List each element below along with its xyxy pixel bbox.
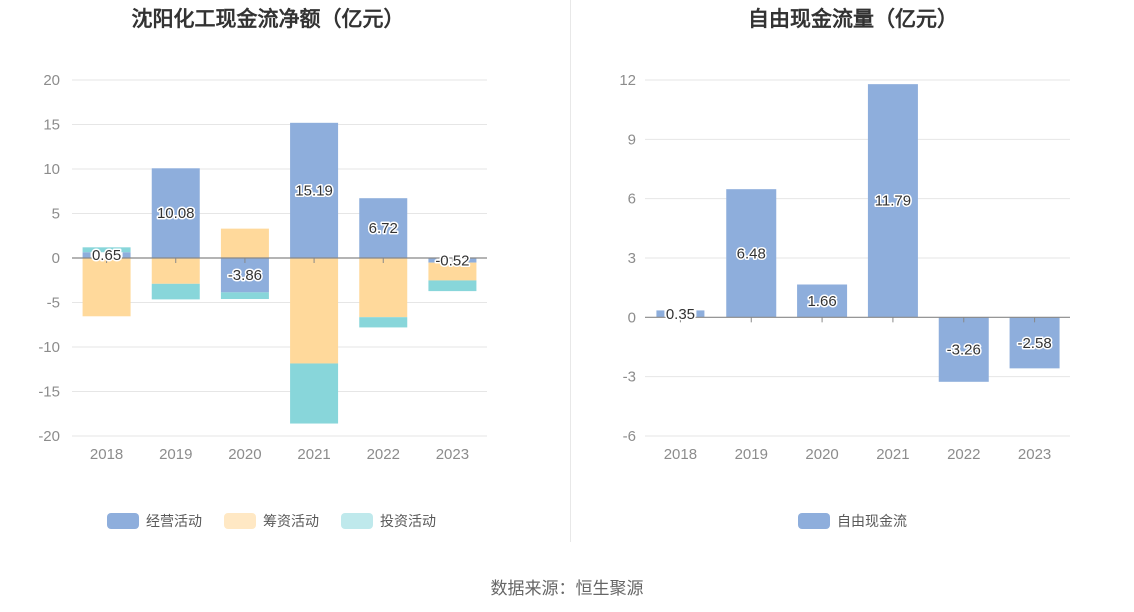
panel-divider [570, 0, 571, 542]
bar-筹资活动 [428, 262, 477, 281]
x-tick-label: 2021 [876, 446, 909, 463]
y-tick-label: 9 [628, 131, 636, 148]
x-tick-label: 2018 [90, 446, 123, 463]
legend-swatch [341, 513, 373, 529]
x-tick-label: 2021 [297, 446, 330, 463]
legend-label: 经营活动 [146, 513, 202, 529]
data-label: 6.72 [369, 220, 398, 237]
data-label: 0.65 [92, 247, 121, 264]
bar-投资活动 [82, 247, 131, 253]
bar-自由现金流 [797, 284, 848, 318]
data-label: 15.19 [295, 182, 333, 199]
free-cash-flow-chart: 自由现金流量（亿元） 12 9 6 3 0 -3 -6 2018 2019 2020 2021 2022… [619, 7, 1070, 529]
bar-筹资活动 [290, 258, 339, 364]
y-tick-label: 12 [619, 72, 636, 89]
y-tick-label: -6 [623, 428, 636, 445]
legend-label: 自由现金流 [837, 513, 907, 529]
bar-经营活动 [428, 258, 437, 263]
data-label: 6.48 [737, 245, 766, 262]
y-tick-label: 10 [43, 161, 60, 178]
y-tick-label: 0 [628, 309, 636, 326]
bar-经营活动 [122, 252, 131, 258]
y-tick-label: -15 [38, 384, 60, 401]
bar-自由现金流 [1009, 317, 1060, 369]
data-label: 0.35 [666, 306, 695, 323]
y-tick-label: 6 [628, 191, 636, 208]
x-tick-label: 2019 [735, 446, 768, 463]
bar-经营活动 [359, 198, 408, 258]
data-label: -0.52 [435, 252, 469, 269]
cash-flow-net-chart: 沈阳化工现金流净额（亿元） 20 15 10 5 0 -5 -10 -15 -20 2018 2019… [38, 7, 487, 529]
legend-label: 投资活动 [380, 513, 436, 529]
bar-筹资活动 [359, 258, 408, 318]
x-tick-label: 2020 [228, 446, 261, 463]
bar-投资活动 [359, 317, 408, 328]
bar-投资活动 [290, 363, 339, 424]
y-tick-label: 20 [43, 72, 60, 89]
chart-title: 沈阳化工现金流净额（亿元） [132, 7, 405, 31]
bar-经营活动 [468, 258, 477, 263]
data-label: -2.58 [1017, 335, 1051, 352]
y-tick-label: -10 [38, 339, 60, 356]
data-label: 1.66 [807, 293, 836, 310]
data-label: -3.86 [228, 267, 262, 284]
legend-label: 筹资活动 [263, 513, 319, 529]
legend-swatch [107, 513, 139, 529]
bar-自由现金流 [726, 189, 777, 318]
bar-筹资活动 [220, 228, 269, 258]
legend-swatch [798, 513, 830, 529]
data-source-note: 数据来源：恒生聚源 [490, 579, 644, 598]
data-label: 11.79 [875, 193, 911, 210]
x-tick-label: 2023 [1018, 446, 1051, 463]
legend-swatch [224, 513, 256, 529]
bar-经营活动 [151, 168, 200, 258]
bar-投资活动 [151, 283, 200, 300]
x-tick-label: 2022 [947, 446, 980, 463]
y-tick-label: -3 [623, 369, 636, 386]
x-tick-label: 2019 [159, 446, 192, 463]
x-tick-label: 2023 [436, 446, 469, 463]
y-tick-label: 5 [52, 206, 60, 223]
bar-自由现金流 [696, 310, 705, 318]
chart-title: 自由现金流量（亿元） [748, 7, 958, 31]
y-tick-label: 15 [43, 117, 60, 134]
x-tick-label: 2022 [367, 446, 400, 463]
bar-筹资活动 [82, 258, 131, 317]
bar-自由现金流 [656, 310, 665, 318]
x-tick-label: 2018 [664, 446, 697, 463]
bar-投资活动 [428, 280, 477, 292]
data-label: 10.08 [157, 205, 195, 222]
y-tick-label: -20 [38, 428, 60, 445]
y-tick-label: -5 [47, 295, 60, 312]
y-tick-label: 3 [628, 250, 636, 267]
bar-经营活动 [220, 258, 269, 293]
y-tick-label: 0 [52, 250, 60, 267]
x-tick-label: 2020 [805, 446, 838, 463]
bar-投资活动 [220, 292, 269, 300]
bar-经营活动 [290, 122, 339, 259]
bar-自由现金流 [867, 84, 918, 318]
data-label: -3.26 [947, 342, 981, 359]
bar-自由现金流 [938, 317, 989, 382]
bar-经营活动 [82, 252, 91, 258]
